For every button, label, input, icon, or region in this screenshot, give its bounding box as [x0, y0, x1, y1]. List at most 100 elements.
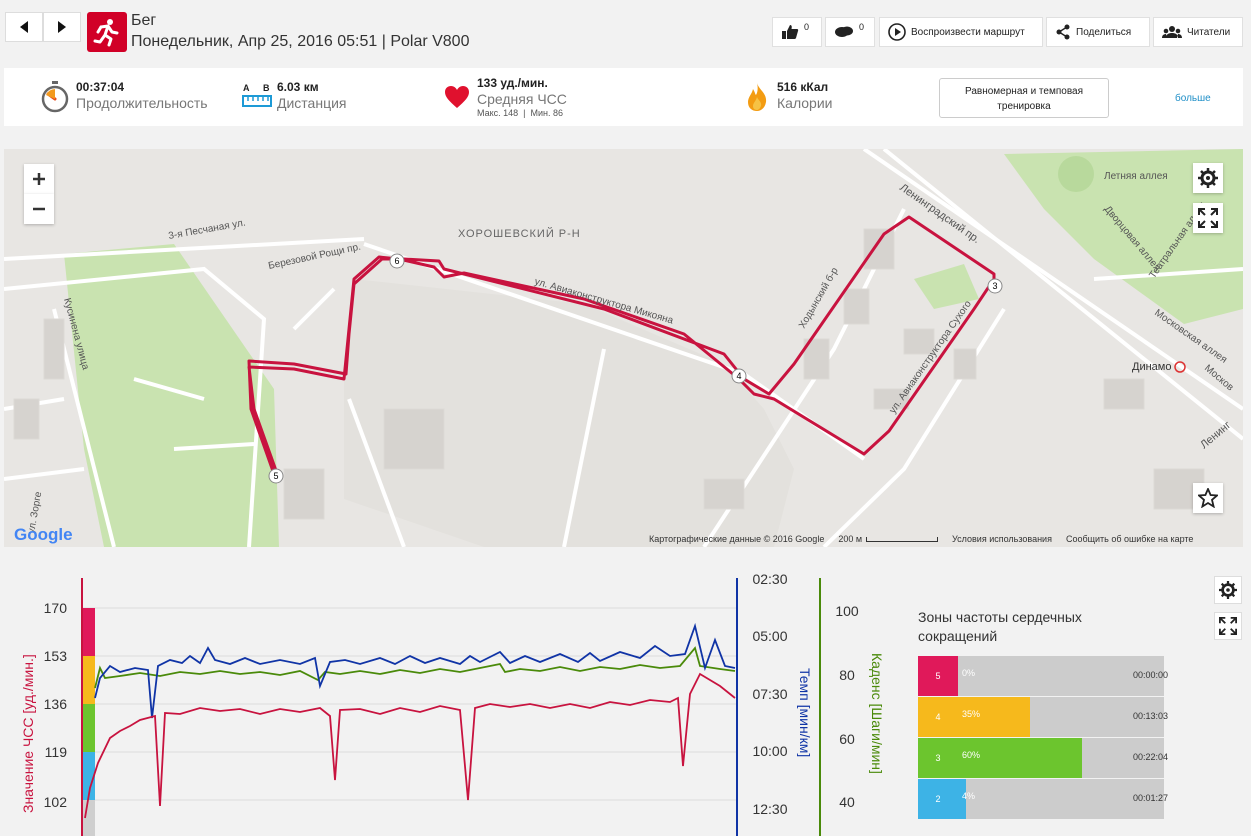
- readers-button[interactable]: Читатели: [1153, 17, 1243, 47]
- hr-tick: 136: [44, 696, 68, 712]
- header: Бег Понедельник, Апр 25, 2016 05:51 | Po…: [0, 0, 1251, 62]
- hr-tick: 153: [44, 648, 68, 664]
- hr-zone-row: 3 60%: [918, 738, 1164, 778]
- map-scale: 200 м: [838, 534, 939, 544]
- arrow-right-icon: [58, 21, 66, 33]
- stopwatch-icon: [41, 81, 69, 113]
- pace-series-line: [94, 622, 736, 719]
- hr-zone-percent: 35%: [962, 709, 981, 719]
- map-fullscreen-button[interactable]: [1193, 203, 1223, 233]
- hr-zone-number: 3: [918, 738, 958, 778]
- comment-button[interactable]: 0: [825, 17, 875, 47]
- pace-tick: 10:00: [752, 743, 787, 759]
- cadence-tick: 100: [835, 603, 859, 619]
- duration-stat: 00:37:04 Продолжительность: [76, 80, 208, 111]
- map-settings-button[interactable]: [1193, 163, 1223, 193]
- readers-label: Читатели: [1187, 26, 1231, 38]
- route-map[interactable]: 6 3 4 5 ХОРОШЕВСКИЙ Р-Н 3-я Песчаная ул.…: [4, 149, 1243, 547]
- hr-zone-bar: [958, 779, 966, 819]
- running-icon: [87, 12, 127, 52]
- hr-zone-row: 4 35%: [918, 697, 1164, 737]
- terms-link[interactable]: Условия использования: [952, 534, 1052, 544]
- pace-tick: 12:30: [752, 801, 787, 817]
- arrow-left-icon: [20, 21, 28, 33]
- distance-icon: A B: [242, 82, 272, 112]
- street-label: Москов: [1202, 363, 1235, 394]
- hr-zone-time: 00:13:03: [1133, 711, 1169, 721]
- map-scale-label: 200 м: [838, 534, 863, 544]
- google-logo: Google: [14, 525, 73, 544]
- hr-tick: 119: [45, 744, 68, 760]
- district-label: ХОРОШЕВСКИЙ Р-Н: [458, 227, 581, 240]
- hr-zone-row: 2 4%: [918, 779, 1164, 819]
- map-data-attribution: Картографические данные © 2016 Google: [649, 534, 825, 544]
- calories-stat: 516 кКал Калории: [777, 80, 832, 111]
- training-type-button[interactable]: Равномерная и темповая тренировка: [939, 78, 1109, 118]
- pace-tick: 05:00: [752, 628, 787, 644]
- map-marker-4: 4: [736, 371, 741, 381]
- expand-icon: [1219, 617, 1237, 635]
- gear-icon: [1219, 581, 1237, 599]
- back-button[interactable]: [5, 12, 43, 42]
- hr-axis-label: Значение ЧСС [уд./мин.]: [20, 654, 36, 813]
- share-button[interactable]: Поделиться: [1046, 17, 1150, 47]
- zoom-in-button[interactable]: [24, 164, 54, 194]
- distance-stat: 6.03 км Дистанция: [277, 80, 347, 111]
- chart-fullscreen-button[interactable]: [1214, 612, 1242, 640]
- more-link[interactable]: больше: [1175, 93, 1211, 104]
- map-canvas: 6 3 4 5 ХОРОШЕВСКИЙ Р-Н 3-я Песчаная ул.…: [4, 149, 1243, 547]
- hr-zone-percent: 4%: [962, 791, 976, 801]
- zoom-out-button[interactable]: [24, 194, 54, 224]
- distance-label: Дистанция: [277, 95, 347, 111]
- hr-zone-time: 00:22:04: [1133, 752, 1169, 762]
- share-label: Поделиться: [1076, 26, 1132, 38]
- hr-zone-percent: 60%: [962, 750, 981, 760]
- cadence-series-line: [94, 646, 736, 689]
- chart-section: 170 153 136 119 102 02:30 05:00 07:30 10…: [0, 568, 1251, 836]
- hr-zone-number: 2: [918, 779, 958, 819]
- pace-axis-label: Темп [мин/км]: [797, 668, 813, 757]
- thumbs-up-icon: [782, 25, 799, 39]
- map-marker-6: 5: [273, 471, 278, 481]
- star-icon: [1198, 488, 1218, 508]
- calories-value: 516 кКал: [777, 80, 829, 94]
- pace-tick: 07:30: [752, 686, 787, 702]
- hr-zone-time: 00:00:00: [1133, 670, 1169, 680]
- cadence-tick: 40: [839, 794, 855, 810]
- street-label: Летняя аллея: [1104, 171, 1168, 182]
- hr-zones-title: Зоны частоты сердечных сокращений: [918, 609, 1082, 644]
- pace-tick: 02:30: [752, 571, 787, 587]
- hr-zone-number: 5: [918, 656, 958, 696]
- street-label: Ленинг: [1198, 419, 1233, 451]
- cadence-tick: 80: [839, 667, 855, 683]
- hr-tick: 102: [44, 794, 68, 810]
- hr-zone-time: 00:01:27: [1133, 793, 1169, 803]
- plus-icon: [33, 173, 45, 185]
- map-marker-3: 3: [992, 281, 997, 291]
- heart-icon: [445, 86, 469, 108]
- training-chart[interactable]: 170 153 136 119 102 02:30 05:00 07:30 10…: [0, 568, 900, 836]
- map-footer: Картографические данные © 2016 Google 20…: [649, 534, 1193, 544]
- replay-route-button[interactable]: Воспроизвести маршрут: [879, 17, 1043, 47]
- hr-zone-row: 5 0%: [918, 656, 1164, 696]
- hr-zone-percent: 0%: [962, 668, 976, 678]
- comment-icon: [835, 26, 853, 37]
- street-label: 3-я Песчаная ул.: [168, 218, 247, 242]
- report-error-link[interactable]: Сообщить об ошибке на карте: [1065, 534, 1194, 544]
- hr-tick: 170: [44, 600, 68, 616]
- favorite-button[interactable]: [1193, 483, 1223, 513]
- duration-value: 00:37:04: [76, 80, 125, 94]
- like-button[interactable]: 0: [772, 17, 822, 47]
- flame-icon: [748, 83, 767, 111]
- minus-icon: [33, 207, 45, 211]
- calories-label: Калории: [777, 95, 833, 111]
- duration-label: Продолжительность: [76, 95, 208, 111]
- map-marker-5: 6: [394, 256, 399, 266]
- avg-hr-value: 133 уд./мин.: [477, 76, 548, 90]
- hr-max-min: Макс. 148 | Мин. 86: [477, 108, 564, 118]
- people-icon: [1162, 26, 1182, 38]
- chart-settings-button[interactable]: [1214, 576, 1242, 604]
- comment-count: 0: [859, 22, 865, 32]
- forward-button[interactable]: [43, 12, 81, 42]
- metro-label: Динамо: [1132, 361, 1171, 373]
